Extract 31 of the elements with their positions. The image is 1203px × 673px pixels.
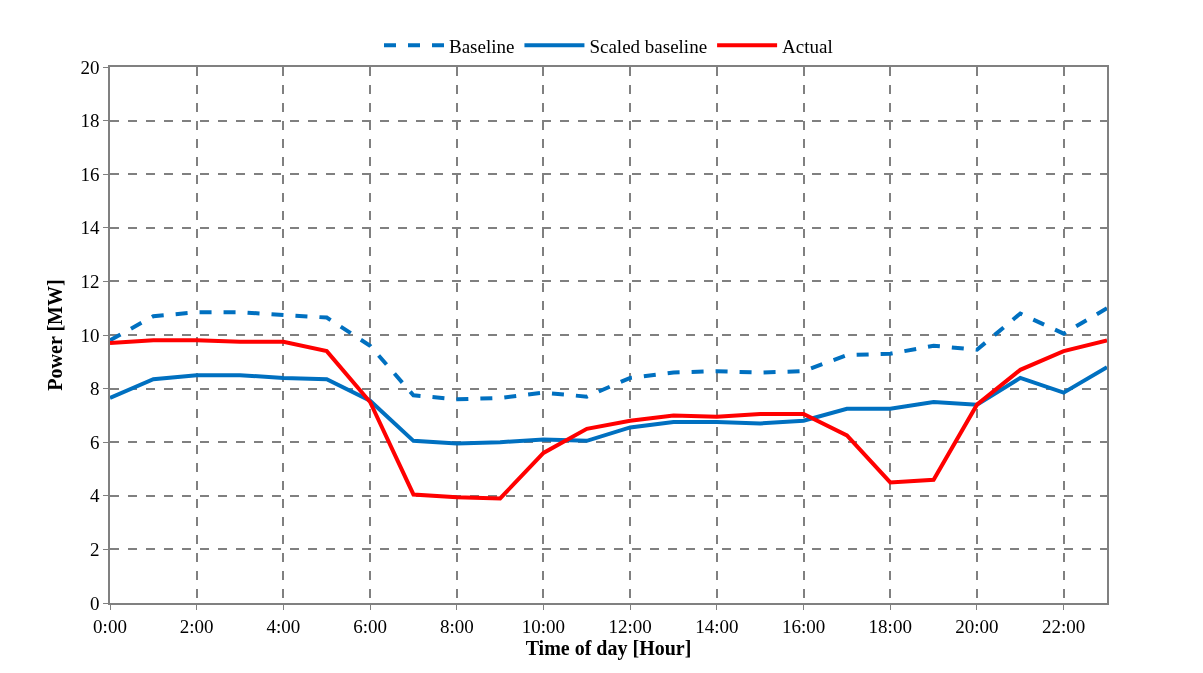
- x-tick-label: 20:00: [955, 615, 999, 637]
- line-series: [110, 338, 1107, 501]
- y-tick-label: 10: [80, 324, 100, 346]
- y-tick-label: 20: [80, 56, 100, 78]
- x-tick-label: 6:00: [353, 615, 387, 637]
- y-tick-label: 4: [89, 485, 100, 507]
- y-tick-label: 18: [80, 110, 100, 132]
- line-series: [110, 365, 1107, 446]
- x-tick-label: 8:00: [439, 615, 474, 637]
- y-tick-label: 14: [80, 217, 100, 239]
- y-tick-label: 6: [89, 431, 100, 453]
- x-tick-label: 16:00: [781, 615, 826, 637]
- x-tick-label: 18:00: [868, 615, 912, 637]
- y-tick-label: 12: [80, 271, 100, 293]
- y-tick-label: 16: [80, 163, 100, 185]
- x-tick-label: 10:00: [521, 615, 566, 637]
- x-axis-title: Time of day [Hour]: [525, 636, 692, 660]
- line-series: [110, 306, 1107, 402]
- legend-label: Baseline: [449, 35, 515, 57]
- x-tick-label: 4:00: [266, 615, 301, 637]
- x-tick-label: 12:00: [608, 615, 652, 637]
- y-tick-label: 2: [89, 539, 100, 561]
- y-tick-label: 0: [89, 592, 100, 614]
- legend-label: Actual: [782, 35, 833, 57]
- legend-label: Scaled baseline: [589, 35, 708, 57]
- y-tick-label: 8: [89, 378, 100, 400]
- y-axis-title: Power [MW]: [44, 279, 67, 391]
- x-tick-label: 22:00: [1042, 615, 1086, 637]
- x-tick-label: 14:00: [695, 615, 739, 637]
- x-tick-label: 0:00: [93, 615, 127, 637]
- x-tick-label: 2:00: [179, 615, 214, 637]
